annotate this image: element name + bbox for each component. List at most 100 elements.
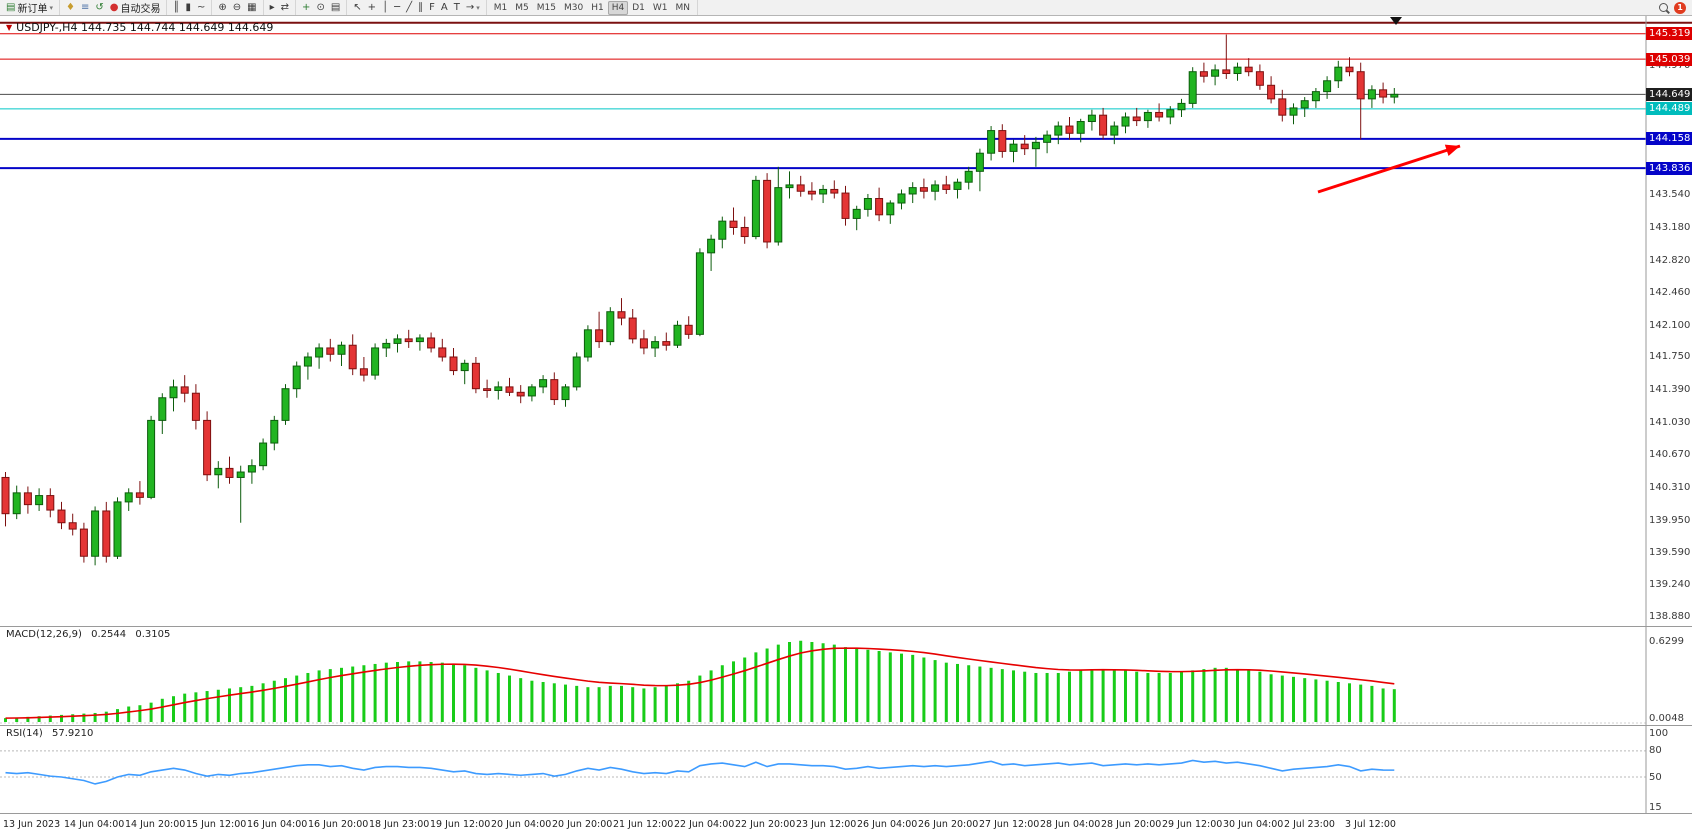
- candlestick-chart-icon[interactable]: ▮: [182, 1, 194, 15]
- price-tick-label: 141.750: [1649, 351, 1691, 363]
- time-axis[interactable]: 13 Jun 2023 14 Jun 04:00 14 Jun 20:00 15 Ju…: [0, 814, 1646, 840]
- time-axis-label: 30 Jun 04:00: [1223, 819, 1284, 830]
- toolbar-group-chart-type: ║ ▮ ~: [167, 0, 213, 15]
- price-tick-label: 140.310: [1649, 481, 1691, 493]
- zoom-in-icon: ⊕: [218, 1, 227, 13]
- line-chart-icon[interactable]: ~: [194, 1, 208, 15]
- arrow-tools-icon[interactable]: → ▾: [463, 1, 483, 15]
- periods-icon[interactable]: ⊙: [313, 1, 327, 15]
- cursor-icon: ↖: [353, 1, 362, 13]
- arrow-tools-icon: →: [465, 1, 475, 13]
- price-tick-label: 0.6299: [1649, 635, 1684, 647]
- templates-icon[interactable]: ▤: [328, 1, 343, 15]
- label-icon[interactable]: T: [451, 1, 463, 15]
- price-tick-label: 139.590: [1649, 547, 1691, 559]
- auto-scroll-icon[interactable]: ▸: [267, 1, 278, 15]
- refresh-icon[interactable]: ↺: [92, 1, 106, 15]
- fibonacci-icon[interactable]: F: [426, 1, 438, 15]
- timeframe-mn-button[interactable]: MN: [675, 2, 691, 13]
- price-tick-label: 142.100: [1649, 319, 1691, 331]
- new-order-icon: ▤: [6, 1, 16, 13]
- macd-name: MACD(12,26,9): [6, 629, 82, 640]
- label-icon: T: [453, 1, 460, 13]
- price-tick-label: 143.540: [1649, 189, 1691, 201]
- tile-windows-icon: ▦: [247, 1, 257, 13]
- price-tick-label: 15: [1649, 801, 1662, 813]
- crosshair-icon[interactable]: +: [365, 1, 379, 15]
- trendline-icon: ╱: [406, 1, 413, 13]
- time-axis-label: 13 Jun 2023: [3, 819, 61, 830]
- time-axis-label: 20 Jun 20:00: [552, 819, 613, 830]
- fibonacci-icon: F: [429, 1, 435, 13]
- charts-icon: ♦: [65, 1, 75, 13]
- chart-title-text: USDJPY-,H4 144.735 144.744 144.649 144.6…: [16, 21, 274, 34]
- auto-trading-button[interactable]: ● 自动交易: [107, 1, 164, 16]
- zoom-in-icon[interactable]: ⊕: [215, 1, 229, 15]
- text-icon[interactable]: A: [438, 1, 451, 15]
- toolbar-group-timeframes: M1 M5 M15 M30 H1 H4 D1 W1 MN: [487, 0, 698, 15]
- timeframe-h4-button[interactable]: H4: [607, 0, 629, 15]
- search-icon[interactable]: [1659, 3, 1668, 12]
- time-axis-label: 18 Jun 23:00: [369, 819, 430, 830]
- price-axis[interactable]: 0.62990.0048100805015144.970143.540143.1…: [1646, 0, 1692, 840]
- indicators-icon[interactable]: +: [299, 1, 313, 15]
- time-axis-label: 26 Jun 04:00: [857, 819, 918, 830]
- zoom-out-icon: ⊖: [232, 1, 242, 13]
- notification-badge[interactable]: 1: [1674, 1, 1686, 14]
- price-tick-label: 142.460: [1649, 287, 1691, 299]
- time-axis-label: 16 Jun 04:00: [247, 819, 308, 830]
- new-order-button-label: 新订单: [17, 4, 48, 15]
- toolbar-group-navigate: ▸ ⇄: [264, 0, 297, 15]
- bar-chart-icon[interactable]: ║: [170, 1, 182, 15]
- timeframe-m15-button[interactable]: M15: [536, 2, 556, 13]
- price-line-label: 144.489: [1646, 102, 1692, 116]
- time-axis-label: 28 Jun 20:00: [1101, 819, 1162, 830]
- time-axis-label: 27 Jun 12:00: [979, 819, 1040, 830]
- cursor-icon[interactable]: ↖: [350, 1, 364, 15]
- horizontal-line-icon[interactable]: ─: [391, 1, 403, 15]
- tile-windows-icon[interactable]: ▦: [244, 1, 259, 15]
- timeframe-w1-button[interactable]: W1: [652, 2, 668, 13]
- price-tick-label: 80: [1649, 745, 1662, 757]
- price-tick-label: 139.240: [1649, 578, 1691, 590]
- profiles-icon[interactable]: ≡: [78, 1, 92, 15]
- new-order-button[interactable]: ▤ 新订单 ▾: [3, 1, 56, 16]
- timeframe-m5-button[interactable]: M5: [515, 2, 529, 13]
- toolbar: ▤ 新订单 ▾ ♦ ≡ ↺ ● 自动交易 ║ ▮ ~ ⊕ ⊖ ▦ ▸ ⇄ + ⊙ ▤ ↖ + │ ─ ╱ ∥ F A T → ▾ M1 M5 M…: [0, 0, 1692, 16]
- vertical-line-icon[interactable]: │: [379, 1, 391, 15]
- rsi-name: RSI(14): [6, 728, 43, 739]
- auto-scroll-icon: ▸: [269, 1, 275, 13]
- macd-value: 0.2544: [91, 629, 127, 640]
- trendline-icon[interactable]: ╱: [403, 1, 415, 15]
- chart-title: ▼ USDJPY-,H4 144.735 144.744 144.649 144…: [6, 21, 273, 34]
- time-axis-label: 21 Jun 12:00: [613, 819, 674, 830]
- toolbar-group-insert: + ⊙ ▤: [296, 0, 348, 15]
- chart-shift-icon[interactable]: ⇄: [278, 1, 292, 15]
- profiles-icon: ≡: [80, 1, 90, 13]
- price-tick-label: 100: [1649, 728, 1669, 739]
- time-axis-label: 22 Jun 04:00: [674, 819, 735, 830]
- charts-icon[interactable]: ♦: [63, 1, 78, 15]
- zoom-out-icon[interactable]: ⊖: [230, 1, 244, 15]
- chart-shift-icon: ⇄: [280, 1, 290, 13]
- time-axis-label: 20 Jun 04:00: [491, 819, 552, 830]
- timeframe-h1-button[interactable]: H1: [591, 2, 604, 13]
- refresh-icon: ↺: [95, 1, 104, 13]
- timeframe-m30-button[interactable]: M30: [564, 2, 584, 13]
- channel-icon: ∥: [418, 1, 424, 13]
- crosshair-icon: +: [367, 1, 377, 13]
- auto-trading-icon: ●: [109, 1, 119, 13]
- indicators-icon: +: [302, 1, 311, 13]
- arrow-tools-icon-caret-icon: ▾: [476, 3, 480, 12]
- price-line-label: 144.158: [1646, 132, 1692, 146]
- line-chart-icon: ~: [197, 1, 206, 13]
- horizontal-line-icon: ─: [394, 1, 401, 13]
- price-tick-label: 50: [1649, 771, 1662, 783]
- timeframe-d1-button[interactable]: D1: [632, 2, 645, 13]
- price-tick-label: 141.390: [1649, 384, 1691, 396]
- channel-icon[interactable]: ∥: [415, 1, 426, 15]
- time-axis-label: 16 Jun 20:00: [308, 819, 369, 830]
- timeframe-m1-button[interactable]: M1: [493, 2, 508, 13]
- macd-indicator-label: MACD(12,26,9) 0.2544 0.3105: [6, 629, 176, 640]
